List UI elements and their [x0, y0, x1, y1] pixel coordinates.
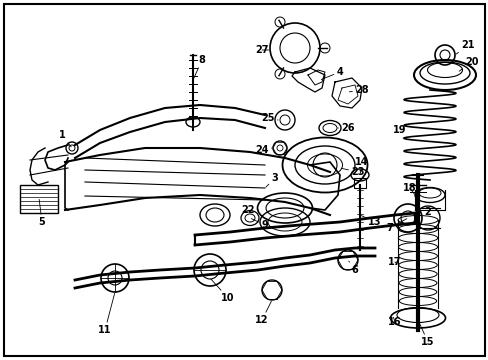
Text: 28: 28 [348, 85, 368, 95]
Text: 4: 4 [321, 67, 343, 80]
Text: 26: 26 [337, 123, 354, 133]
Text: 24: 24 [255, 145, 271, 155]
Text: 16: 16 [387, 317, 401, 327]
Text: 14: 14 [354, 157, 368, 174]
Text: 8: 8 [193, 55, 205, 79]
Text: 18: 18 [403, 183, 416, 194]
Text: 12: 12 [255, 301, 271, 325]
Bar [20, 185, 58, 213]
Text: 6: 6 [348, 261, 358, 275]
Text: 9: 9 [251, 219, 268, 230]
Bar [353, 178, 365, 188]
Text: 1: 1 [59, 130, 71, 147]
Text: 7: 7 [386, 219, 406, 233]
Text: 10: 10 [210, 279, 234, 303]
Text: 5: 5 [39, 199, 45, 227]
Text: 3: 3 [265, 173, 278, 187]
Text: 21: 21 [455, 40, 474, 54]
Text: 15: 15 [418, 321, 434, 347]
Text: 11: 11 [98, 293, 114, 335]
Text: 20: 20 [458, 57, 478, 71]
Text: 25: 25 [261, 113, 278, 123]
Text: 17: 17 [387, 257, 401, 267]
Text: 2: 2 [415, 207, 430, 217]
Text: 27: 27 [255, 45, 268, 55]
Text: 22: 22 [241, 205, 258, 215]
Text: 19: 19 [392, 125, 406, 139]
Text: 23: 23 [341, 167, 364, 177]
Text: 13: 13 [361, 216, 381, 227]
